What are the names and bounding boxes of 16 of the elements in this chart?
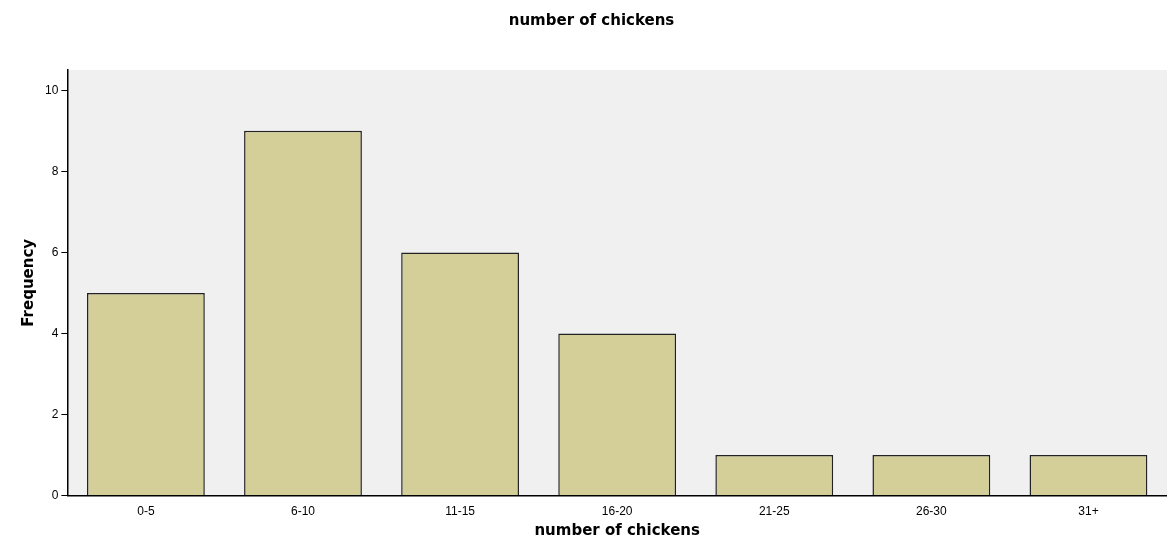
y-tick-label: 10 [44,82,59,97]
y-axis-title: Frequency [18,238,37,327]
y-tick-label: 6 [51,244,59,259]
x-tick-label: 6-10 [290,504,316,519]
y-tick-label: 0 [51,487,59,502]
y-tick-label: 2 [51,406,59,421]
x-tick-label: 11-15 [445,504,476,519]
x-tick-label: 16-20 [601,504,633,519]
x-tick-label: 21-25 [758,504,790,519]
y-tick-label: 8 [51,163,59,178]
chart-title: number of chickens [508,10,675,29]
y-tick-label: 4 [51,325,59,340]
x-axis-title: number of chickens [534,520,701,539]
x-tick-label: 0-5 [137,504,155,519]
x-tick-label: 26-30 [916,504,948,519]
x-tick-label: 31+ [1078,504,1099,519]
